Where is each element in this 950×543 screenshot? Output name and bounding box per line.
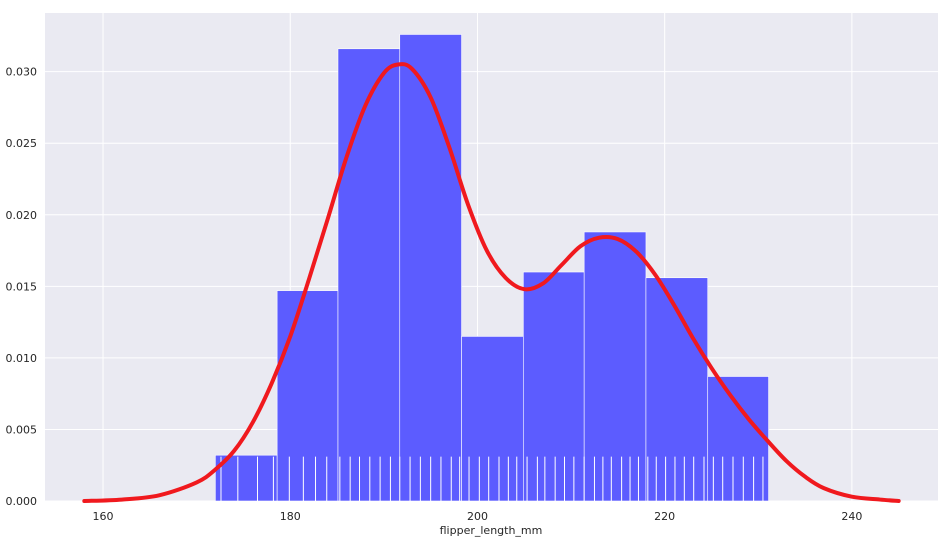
y-tick-label: 0.000 <box>6 495 38 508</box>
x-axis-title: flipper_length_mm <box>440 524 543 537</box>
x-tick-label: 200 <box>467 510 488 523</box>
histogram-bar <box>583 231 647 502</box>
y-tick-label: 0.025 <box>6 137 38 150</box>
histogram-bar <box>461 336 524 502</box>
x-tick-label: 160 <box>93 510 114 523</box>
gridlines <box>45 13 938 502</box>
histogram-bar <box>337 48 401 502</box>
y-tick-label: 0.015 <box>6 280 38 293</box>
x-tick-label: 220 <box>654 510 675 523</box>
histogram-bar <box>523 271 585 502</box>
x-tick-label: 240 <box>841 510 862 523</box>
y-tick-label: 0.010 <box>6 352 38 365</box>
y-tick-labels: 0.000 0.005 0.010 0.015 0.020 0.025 0.030 <box>6 66 38 508</box>
y-tick-label: 0.030 <box>6 66 38 79</box>
x-tick-label: 180 <box>280 510 301 523</box>
rug-ticks <box>220 456 764 501</box>
kde-curve <box>82 62 901 503</box>
y-tick-label: 0.005 <box>6 423 38 436</box>
y-tick-label: 0.020 <box>6 209 38 222</box>
histogram-bars <box>215 34 769 502</box>
histogram-bar <box>707 376 769 502</box>
histogram-bar <box>399 34 462 502</box>
histogram-bar <box>276 290 339 502</box>
x-tick-labels: 160 180 200 220 240 <box>93 510 863 523</box>
